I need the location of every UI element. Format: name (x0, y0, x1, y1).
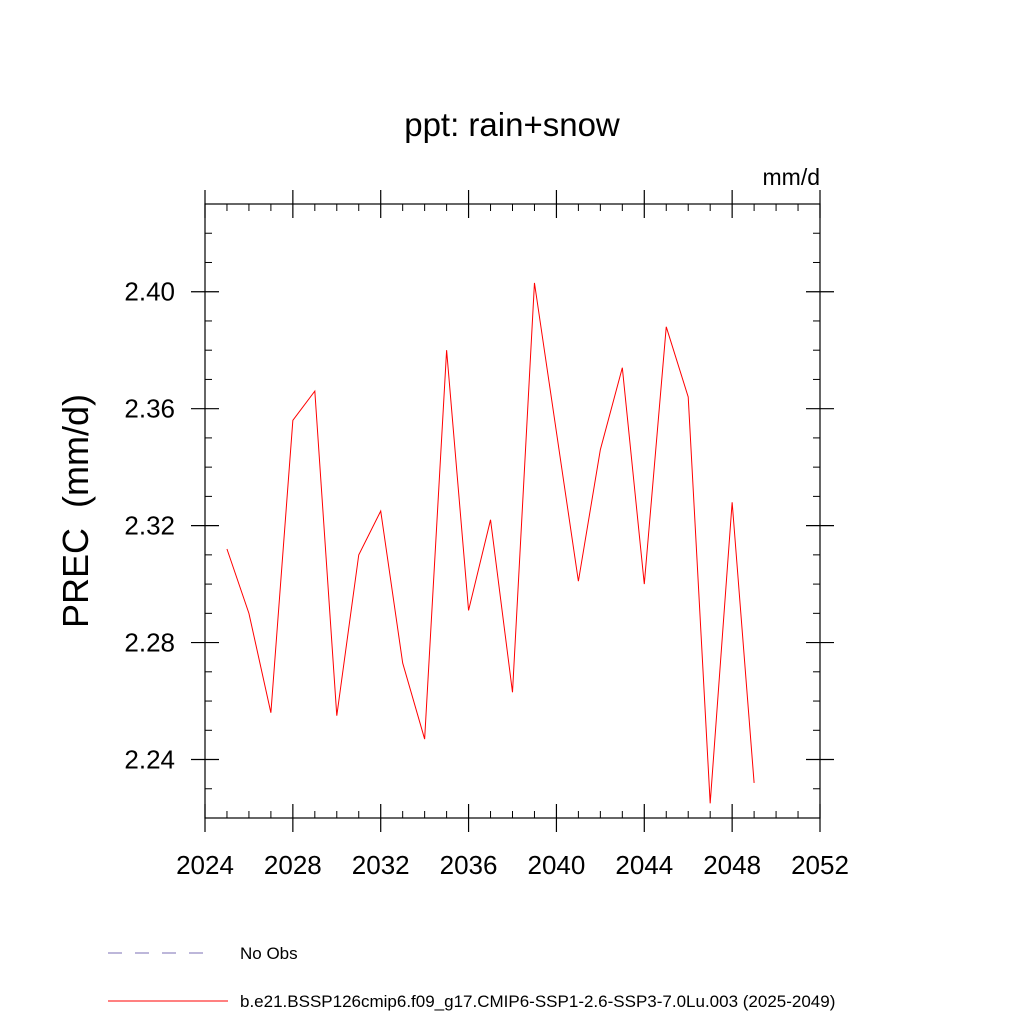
x-tick-label: 2052 (791, 850, 849, 880)
x-tick-label: 2040 (528, 850, 586, 880)
y-axis-label: PREC (mm/d) (55, 394, 96, 628)
plot-frame (204, 203, 821, 819)
x-tick-label: 2044 (615, 850, 673, 880)
x-tick-label: 2032 (352, 850, 410, 880)
y-tick-label: 2.40 (124, 277, 175, 307)
series-line (226, 282, 755, 804)
units-label: mm/d (763, 164, 821, 190)
x-tick-labels: 2024 2028 2032 2036 2040 2044 2048 2052 (176, 850, 849, 880)
legend-label-no-obs: No Obs (240, 944, 298, 963)
x-tick-label: 2024 (176, 850, 234, 880)
y-tick-labels: 2.24 2.28 2.32 2.36 2.40 (124, 277, 175, 775)
x-tick-label: 2036 (440, 850, 498, 880)
minor-ticks (205, 203, 820, 819)
y-tick-label: 2.24 (124, 745, 175, 775)
legend: No Obs b.e21.BSSP126cmip6.f09_g17.CMIP6-… (108, 944, 835, 1011)
legend-label-series: b.e21.BSSP126cmip6.f09_g17.CMIP6-SSP1-2.… (240, 992, 835, 1011)
x-tick-label: 2028 (264, 850, 322, 880)
y-tick-label: 2.32 (124, 511, 175, 541)
y-tick-label: 2.28 (124, 628, 175, 658)
series-layer (226, 282, 755, 804)
chart-title: ppt: rain+snow (404, 106, 620, 143)
major-ticks (191, 190, 834, 832)
y-tick-label: 2.36 (124, 394, 175, 424)
x-tick-label: 2048 (703, 850, 761, 880)
